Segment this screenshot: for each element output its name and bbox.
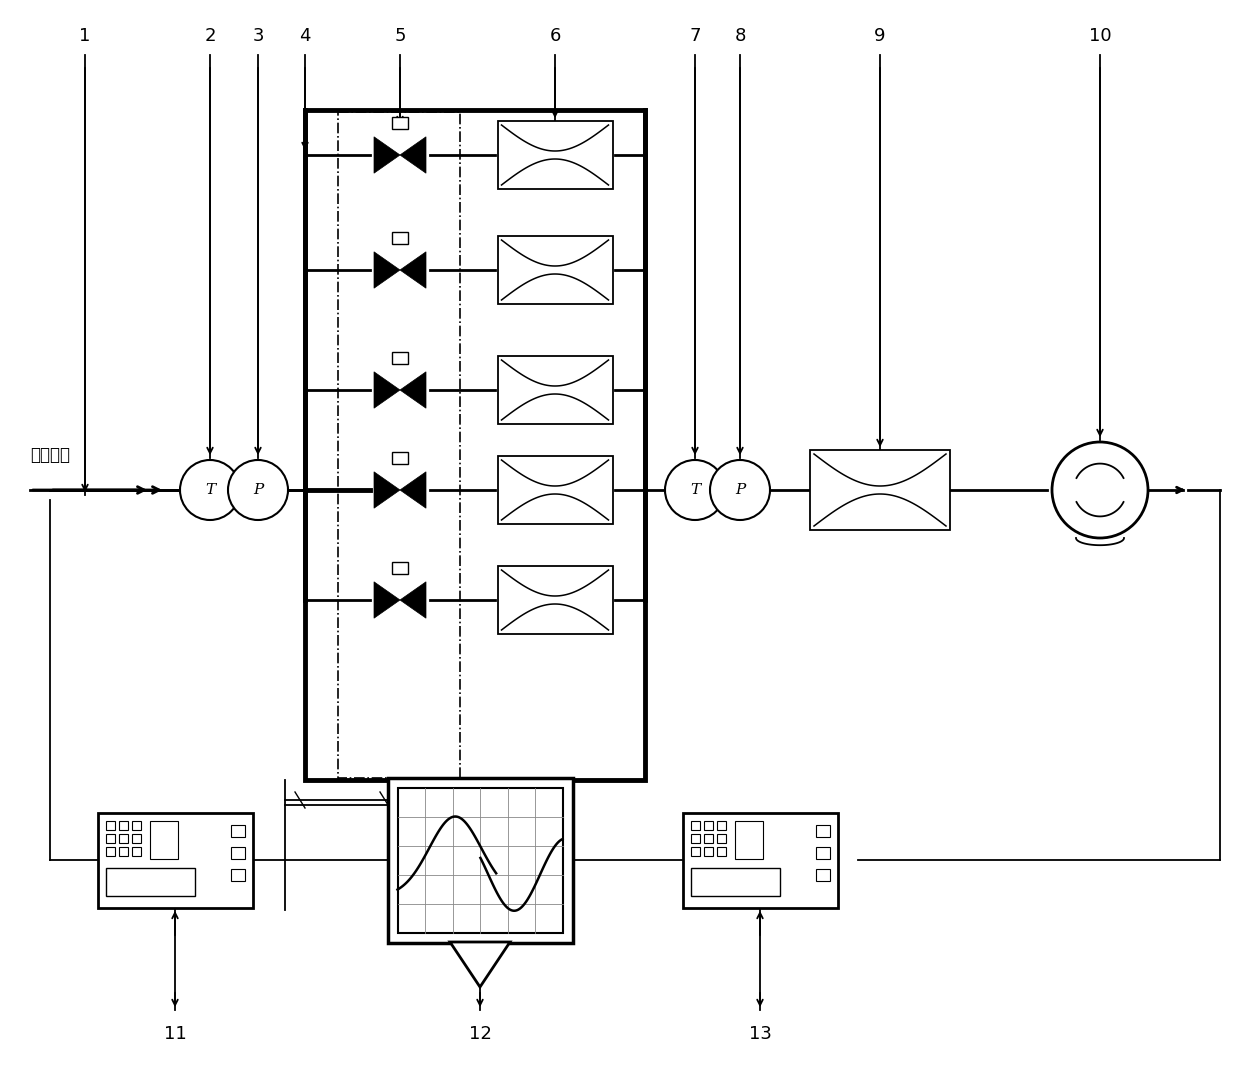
Polygon shape [453, 943, 507, 982]
Bar [131, 834, 140, 842]
Bar [810, 450, 950, 530]
Bar [387, 777, 573, 943]
Circle shape [665, 460, 725, 520]
Bar [339, 112, 460, 778]
Text: 12: 12 [469, 1025, 491, 1043]
Bar [131, 847, 140, 855]
Text: 7: 7 [689, 27, 701, 45]
Bar [231, 847, 244, 858]
Text: 6: 6 [549, 27, 560, 45]
Bar [497, 121, 613, 189]
Text: 8: 8 [734, 27, 745, 45]
Bar [816, 868, 830, 881]
Bar [691, 847, 699, 855]
Bar [703, 834, 713, 842]
Text: T: T [689, 483, 701, 497]
Bar [98, 812, 253, 908]
Polygon shape [374, 471, 401, 508]
Circle shape [711, 460, 770, 520]
Bar [392, 117, 408, 129]
Text: T: T [205, 483, 215, 497]
Circle shape [1052, 441, 1148, 538]
Bar [119, 821, 128, 830]
Polygon shape [374, 137, 401, 173]
Bar [105, 847, 114, 855]
Text: 10: 10 [1089, 27, 1111, 45]
Bar [717, 834, 725, 842]
Bar [691, 868, 780, 896]
Bar [231, 868, 244, 881]
Bar [398, 788, 563, 932]
Text: 室内大气: 室内大气 [30, 446, 69, 464]
Text: 4: 4 [299, 27, 311, 45]
Bar [497, 356, 613, 424]
Bar [305, 110, 645, 780]
Bar [131, 821, 140, 830]
Bar [691, 834, 699, 842]
Bar [703, 847, 713, 855]
Bar [392, 232, 408, 244]
Polygon shape [374, 582, 401, 618]
Bar [119, 834, 128, 842]
Bar [231, 824, 244, 837]
Text: 2: 2 [205, 27, 216, 45]
Text: 5: 5 [394, 27, 405, 45]
Bar [105, 834, 114, 842]
Polygon shape [450, 942, 510, 987]
Polygon shape [401, 471, 427, 508]
Bar [816, 824, 830, 837]
Bar [497, 566, 613, 634]
Bar [392, 452, 408, 464]
Bar [816, 847, 830, 858]
Text: P: P [253, 483, 263, 497]
Polygon shape [401, 252, 427, 289]
Circle shape [180, 460, 241, 520]
Polygon shape [401, 582, 427, 618]
Text: P: P [735, 483, 745, 497]
Bar [497, 236, 613, 304]
Polygon shape [401, 372, 427, 408]
Circle shape [228, 460, 288, 520]
Text: 1: 1 [79, 27, 91, 45]
Polygon shape [401, 137, 427, 173]
Bar [392, 352, 408, 365]
Bar [691, 821, 699, 830]
Bar [717, 847, 725, 855]
Bar [105, 821, 114, 830]
Polygon shape [374, 252, 401, 289]
Bar [734, 821, 763, 858]
Bar [497, 456, 613, 524]
Bar [392, 562, 408, 574]
Bar [717, 821, 725, 830]
Bar [682, 812, 837, 908]
Polygon shape [374, 372, 401, 408]
Bar [119, 847, 128, 855]
Bar [150, 821, 177, 858]
Bar [703, 821, 713, 830]
Text: 9: 9 [874, 27, 885, 45]
Text: 13: 13 [749, 1025, 771, 1043]
Text: 11: 11 [164, 1025, 186, 1043]
Text: 3: 3 [252, 27, 264, 45]
Bar [105, 868, 196, 896]
